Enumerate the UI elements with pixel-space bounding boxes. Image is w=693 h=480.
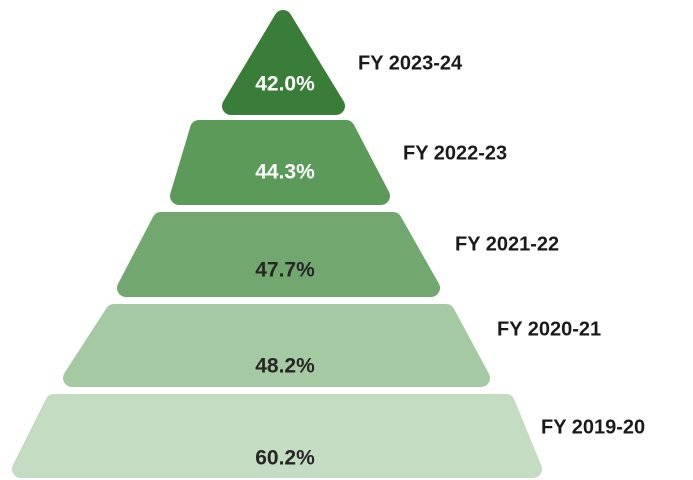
category-label: FY 2019-20 [541, 416, 645, 438]
value-label: 48.2% [255, 355, 315, 378]
pyramid-layer [63, 304, 490, 387]
category-label: FY 2020-21 [497, 318, 601, 340]
value-label: 47.7% [255, 259, 315, 282]
category-label: FY 2023-24 [358, 52, 463, 74]
category-label: FY 2022-23 [403, 142, 507, 164]
value-label: 42.0% [255, 73, 315, 96]
pyramid-layer [117, 212, 440, 297]
pyramid-layer [222, 10, 345, 115]
category-label: FY 2021-22 [455, 233, 559, 255]
pyramid-layer [170, 120, 390, 205]
value-label: 60.2% [255, 447, 315, 470]
pyramid-layer [12, 394, 542, 478]
value-label: 44.3% [255, 161, 315, 184]
